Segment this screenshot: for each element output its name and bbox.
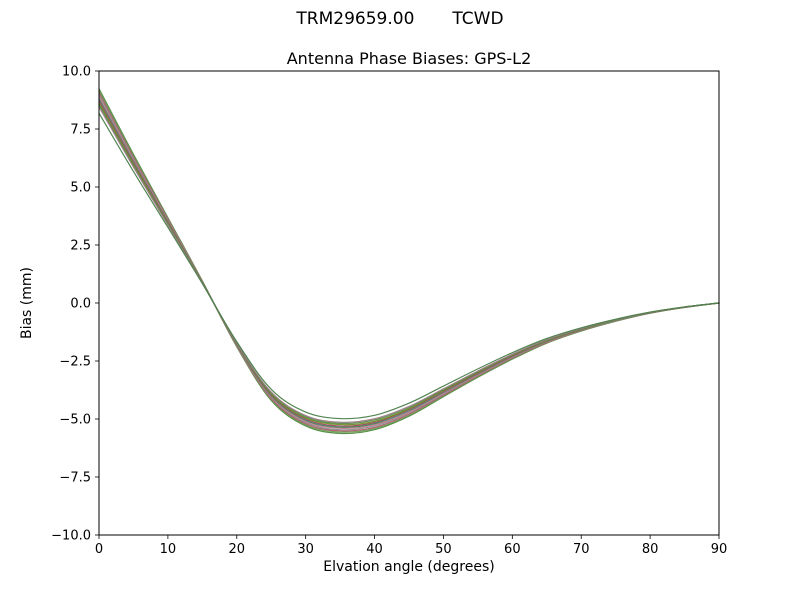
y-tick-label: 2.5 bbox=[70, 239, 91, 254]
plot-frame bbox=[98, 70, 720, 536]
antenna-type-label: TRM29659.00 bbox=[296, 9, 415, 29]
x-tick-label: 10 bbox=[160, 542, 177, 557]
series-line bbox=[98, 104, 720, 425]
y-tick-label: 0.0 bbox=[70, 297, 91, 312]
station-name-label: TCWD bbox=[452, 9, 504, 29]
x-tick-label: 60 bbox=[504, 542, 521, 557]
x-tick-label: 0 bbox=[95, 542, 103, 557]
x-tick-label: 50 bbox=[435, 542, 452, 557]
x-tick-label: 80 bbox=[642, 542, 659, 557]
y-tick-label: 10.0 bbox=[62, 65, 91, 80]
x-tick-label: 40 bbox=[366, 542, 383, 557]
series-line bbox=[98, 112, 720, 420]
x-axis-label: Elvation angle (degrees) bbox=[323, 559, 495, 575]
x-tick-label: 90 bbox=[711, 542, 728, 557]
series-line bbox=[98, 96, 720, 430]
y-tick-label: 5.0 bbox=[70, 181, 91, 196]
y-tick-label: 7.5 bbox=[70, 123, 91, 138]
y-tick-label: −7.5 bbox=[59, 471, 91, 486]
series-line bbox=[98, 94, 720, 431]
y-tick-label: −5.0 bbox=[59, 413, 91, 428]
x-tick-label: 30 bbox=[297, 542, 314, 557]
figure-suptitle: TRM29659.00 TCWD bbox=[0, 9, 800, 29]
series-line bbox=[98, 90, 720, 433]
series-line bbox=[98, 106, 720, 423]
series-line bbox=[98, 102, 720, 426]
chart-title: Antenna Phase Biases: GPS-L2 bbox=[286, 49, 532, 68]
x-tick-label: 20 bbox=[229, 542, 246, 557]
x-tick-label: 70 bbox=[573, 542, 590, 557]
y-tick-label: −2.5 bbox=[59, 355, 91, 370]
series-line bbox=[98, 100, 720, 427]
y-tick-label: −10.0 bbox=[51, 529, 91, 544]
